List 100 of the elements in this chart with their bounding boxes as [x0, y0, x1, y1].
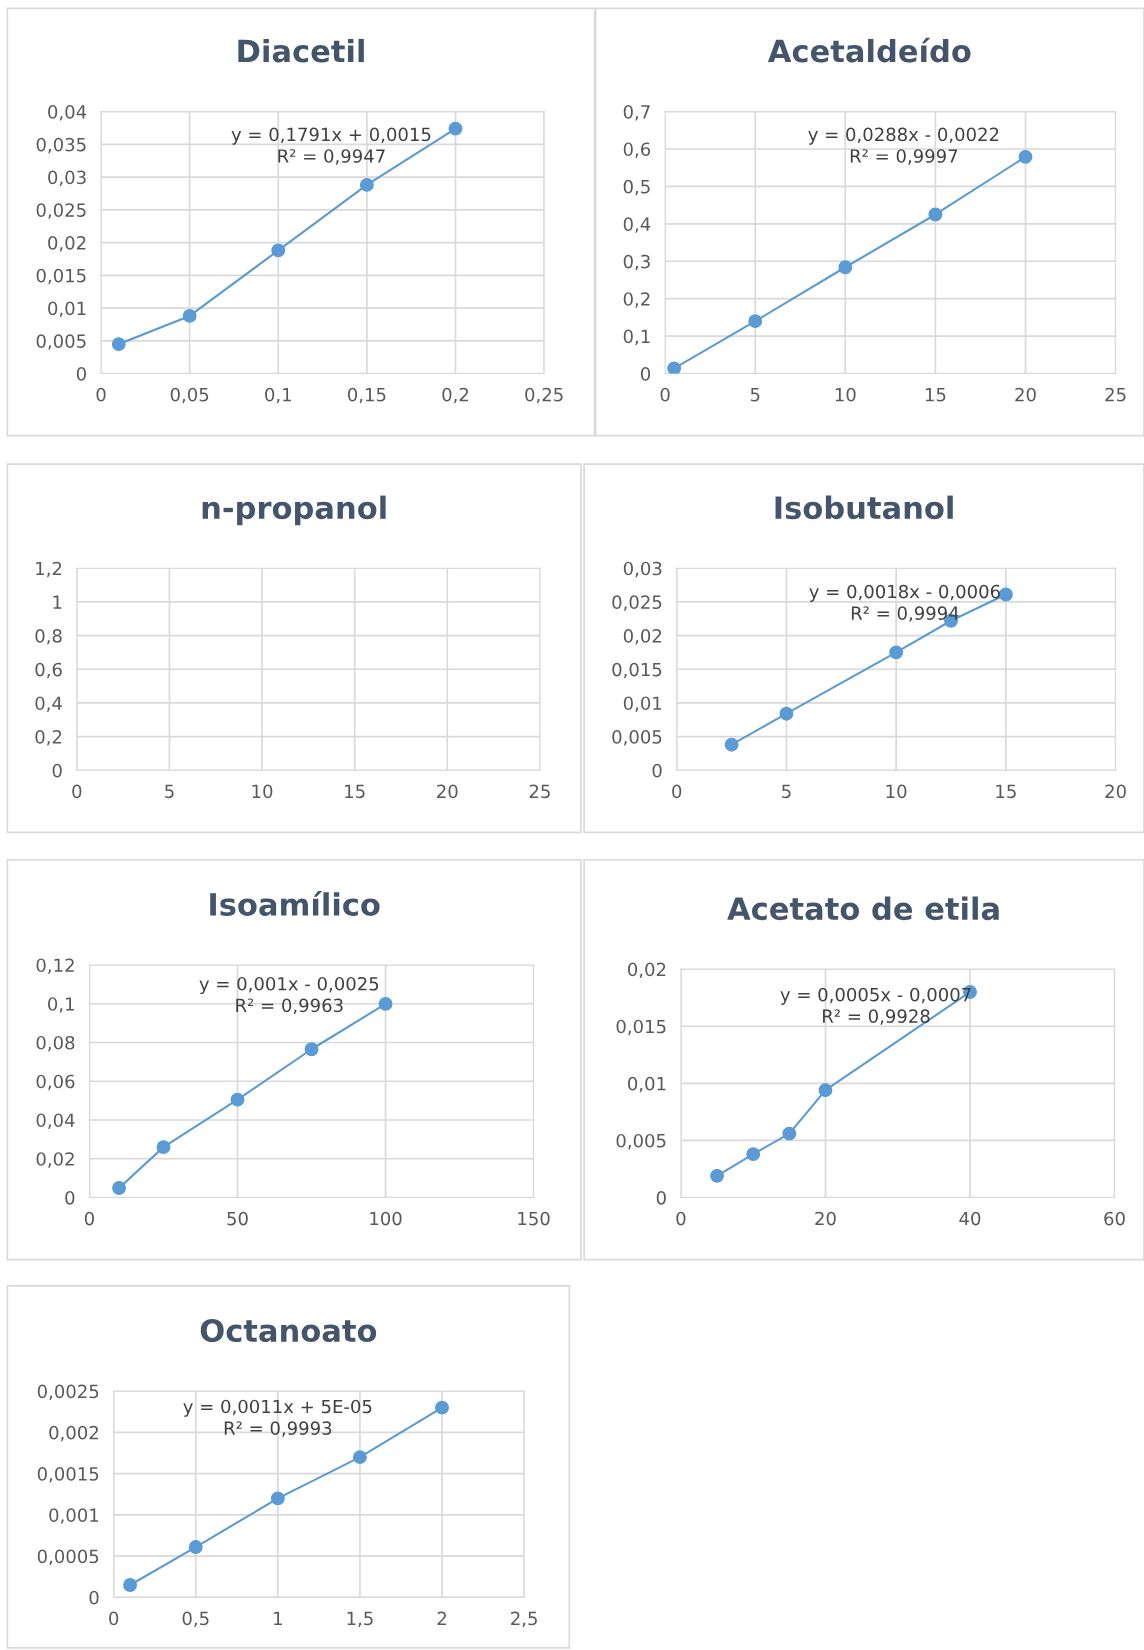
x-tick-label: 25 [529, 784, 550, 799]
x-tick-label: 0 [672, 784, 682, 799]
x-tick-label: 15 [925, 388, 946, 402]
x-tick-label: 15 [996, 784, 1016, 799]
annotation: y = 0,0288x - 0,0022 R² = 0,9997 [808, 127, 999, 165]
x-tick-label: 2 [437, 1611, 446, 1625]
point [724, 737, 739, 752]
y-tick-label: 0,2 [35, 730, 62, 746]
y-tick-label: 0,1 [48, 997, 74, 1013]
x-tick-label: 10 [886, 784, 907, 799]
point [156, 1140, 171, 1155]
point [779, 706, 794, 721]
y-tick-label: 1,2 [36, 561, 62, 578]
y-tick-label: 0,04 [48, 105, 87, 121]
annotation: y = 0,001x - 0,0025 R² = 0,9963 [199, 976, 379, 1014]
point [182, 308, 197, 323]
annotation: y = 0,0011x + 5E-05 R² = 0,9993 [183, 1399, 372, 1437]
x-tick-label: 1,5 [347, 1611, 373, 1628]
x-tick-label: 20 [1105, 784, 1126, 799]
y-tick-label: 0,02 [623, 629, 662, 645]
point [889, 645, 904, 660]
x-tick-label: 0,25 [525, 387, 563, 404]
y-tick-label: 0,03 [623, 561, 662, 578]
x-tick-label: 150 [518, 1211, 550, 1226]
x-tick-label: 15 [345, 784, 365, 799]
x-tick-label: 20 [815, 1211, 836, 1226]
y-tick-label: 0,015 [612, 662, 662, 679]
x-tick-label: 50 [227, 1211, 248, 1226]
point [782, 1126, 797, 1141]
y-tick-label: 0,015 [616, 1019, 666, 1036]
x-tick-label: 10 [252, 784, 273, 799]
x-tick-label: 20 [437, 784, 458, 799]
point [1018, 149, 1033, 164]
x-tick-label: 5 [782, 784, 791, 799]
x-tick-label: 0,1 [265, 387, 291, 404]
x-tick-label: 0,5 [182, 1611, 209, 1628]
x-tick-label: 5 [165, 784, 174, 799]
x-tick-label: 10 [835, 387, 856, 402]
chart-title: Acetaldeído [767, 37, 971, 63]
y-tick-label: 0,02 [36, 1152, 74, 1168]
y-tick-label: 0 [65, 1190, 75, 1205]
point [838, 260, 853, 275]
x-tick-label: 60 [1104, 1211, 1125, 1226]
x-tick-label: 5 [750, 388, 760, 402]
point [928, 207, 943, 222]
annotation: y = 0,0018x - 0,0006 R² = 0,9994 [809, 584, 1000, 622]
y-tick-label: 0,001 [49, 1508, 99, 1524]
y-tick-label: 0,5 [623, 179, 650, 196]
point [270, 1491, 285, 1506]
y-tick-label: 0,02 [628, 962, 666, 979]
point [448, 121, 463, 136]
y-tick-label: 0,4 [623, 217, 651, 233]
point [818, 1083, 833, 1098]
y-tick-label: 0,015 [36, 268, 86, 285]
chart-title: Isoamílico [210, 891, 380, 916]
point [667, 361, 682, 374]
y-tick-label: 0,6 [623, 142, 651, 158]
x-tick-label: 2,5 [511, 1611, 537, 1628]
y-tick-label: 0,0025 [37, 1384, 99, 1401]
point [710, 1168, 725, 1183]
y-tick-label: 0,08 [36, 1035, 75, 1052]
point [359, 177, 374, 192]
x-tick-label: 100 [370, 1211, 402, 1226]
y-tick-label: 0,025 [612, 595, 662, 611]
y-tick-label: 0 [52, 763, 62, 778]
y-tick-label: 0,0005 [37, 1549, 99, 1566]
y-tick-label: 0,005 [616, 1133, 666, 1150]
x-tick-label: 40 [959, 1211, 981, 1226]
x-tick-label: 0,2 [442, 387, 469, 404]
point [271, 243, 286, 258]
y-tick-label: 0,04 [36, 1113, 75, 1129]
point [188, 1540, 203, 1555]
y-tick-label: 0,005 [36, 334, 86, 350]
annotation: y = 0,1791x + 0,0015 R² = 0,9947 [231, 127, 431, 165]
chart-title: Diacetil [238, 38, 364, 63]
x-tick-label: 1 [274, 1611, 282, 1625]
chart-title: Acetato de etila [727, 896, 999, 921]
y-tick-label: 0 [89, 1590, 99, 1605]
point [435, 1400, 449, 1415]
y-tick-label: 0,3 [623, 254, 650, 271]
y-tick-label: 0,7 [623, 105, 650, 121]
y-tick-label: 0,1 [623, 329, 650, 346]
y-tick-label: 0,01 [623, 696, 662, 712]
y-tick-label: 0,025 [36, 203, 86, 219]
point [304, 1042, 319, 1057]
y-tick-label: 0,035 [36, 137, 86, 154]
point [748, 314, 763, 329]
y-tick-label: 0 [640, 367, 651, 381]
point [378, 996, 393, 1011]
y-tick-label: 0,6 [35, 662, 62, 679]
y-tick-label: 0 [76, 367, 86, 381]
y-tick-label: 0,03 [48, 170, 86, 187]
y-tick-label: 0 [652, 763, 662, 778]
y-tick-label: 0,2 [623, 292, 650, 308]
y-tick-label: 0,06 [36, 1074, 75, 1091]
y-tick-label: 0,12 [36, 958, 74, 974]
point [112, 1181, 127, 1195]
chart-title: Isobutanol [775, 495, 953, 520]
y-tick-label: 0,002 [49, 1425, 98, 1442]
y-tick-label: 0,4 [35, 696, 62, 712]
